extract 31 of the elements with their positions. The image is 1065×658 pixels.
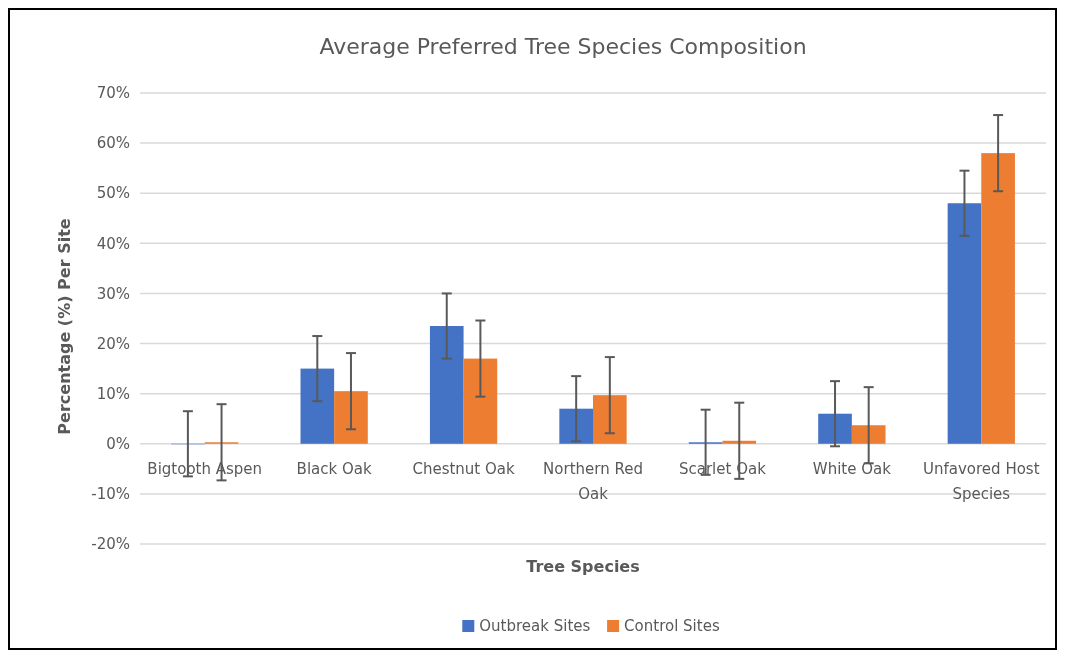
bar xyxy=(593,395,627,444)
y-tick-label: 20% xyxy=(96,334,130,353)
legend-label: Outbreak Sites xyxy=(479,617,591,635)
bar xyxy=(851,425,886,444)
y-tick-label: 40% xyxy=(96,234,130,253)
x-tick-label: Chestnut Oak xyxy=(412,459,516,478)
y-tick-label: 30% xyxy=(96,284,130,303)
x-axis-title: Tree Species xyxy=(526,557,640,576)
y-tick-label: 70% xyxy=(96,84,130,103)
x-tick-label: Unfavored Host Species xyxy=(923,459,1040,503)
x-tick-label: White Oak xyxy=(812,459,892,478)
x-tick-label: Northern Red Oak xyxy=(543,459,643,503)
y-tick-label: 60% xyxy=(96,134,130,153)
y-tick-label: 0% xyxy=(106,435,130,454)
y-tick-label: -10% xyxy=(91,485,130,504)
bar xyxy=(429,326,464,444)
bar xyxy=(981,153,1015,444)
y-tick-label: 10% xyxy=(96,384,130,403)
bar xyxy=(818,413,852,444)
chart-title: Average Preferred Tree Species Composition xyxy=(319,34,807,59)
bar xyxy=(463,358,498,444)
bar xyxy=(559,408,593,444)
bar xyxy=(947,203,982,444)
x-tick-label: Black Oak xyxy=(296,459,372,478)
bar xyxy=(722,440,757,444)
y-axis-title: Percentage (%) Per Site xyxy=(55,218,74,435)
bar xyxy=(334,391,368,444)
y-tick-label: -20% xyxy=(91,535,130,554)
bar xyxy=(300,368,335,444)
y-tick-label: 50% xyxy=(96,184,130,203)
legend-label: Control Sites xyxy=(624,617,720,635)
